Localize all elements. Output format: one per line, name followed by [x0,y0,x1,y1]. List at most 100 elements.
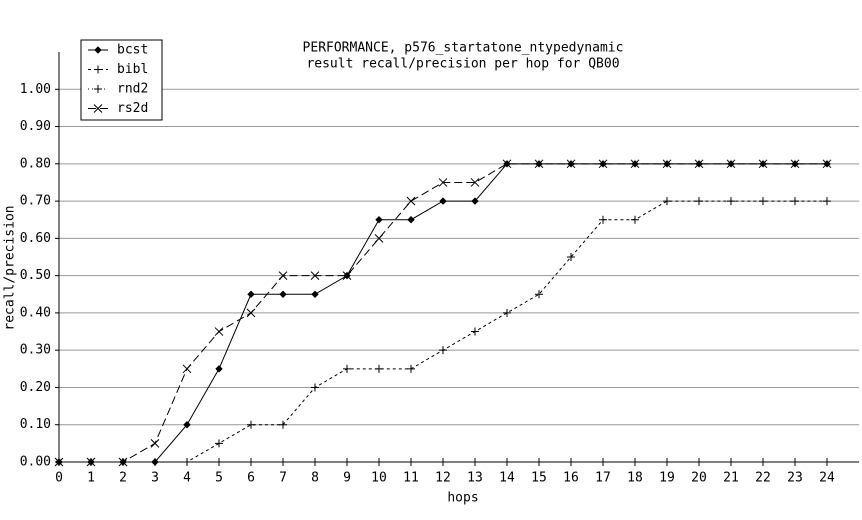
marker [93,104,103,113]
chart-title: PERFORMANCE, p576_startatone_ntypedynami… [303,41,624,56]
marker [54,457,64,467]
x-tick-label: 6 [247,471,255,486]
x-tick-label: 5 [215,471,223,486]
marker [471,458,479,466]
x-tick-label: 9 [343,471,351,486]
marker [407,216,415,224]
x-tick-label: 17 [595,471,611,486]
marker [535,458,543,466]
marker [215,365,223,373]
marker [311,458,319,466]
marker [695,458,703,466]
marker [375,458,383,466]
marker [183,421,191,429]
y-tick-label: 0.10 [20,417,51,432]
marker [535,290,543,299]
marker [823,458,831,466]
marker [727,458,735,466]
x-tick-label: 10 [371,471,387,486]
marker [118,457,128,467]
marker [279,458,287,466]
marker [375,364,383,373]
x-tick-label: 19 [659,471,675,486]
marker [503,308,511,317]
y-tick-label: 0.00 [20,455,51,470]
marker [631,458,639,466]
marker [247,290,255,298]
marker [311,290,319,298]
x-tick-label: 1 [87,471,95,486]
marker [822,159,832,169]
y-tick-label: 0.70 [20,194,51,209]
marker [279,290,287,298]
marker [182,364,192,374]
marker [791,458,799,466]
x-tick-label: 24 [819,471,835,486]
x-tick-label: 0 [55,471,63,486]
y-tick-label: 0.50 [20,268,51,283]
marker [758,159,768,169]
x-tick-label: 18 [627,471,643,486]
marker [471,197,479,205]
marker [374,234,384,243]
marker [503,458,511,466]
legend-label: bibl [117,62,148,77]
x-tick-label: 2 [119,471,127,486]
y-tick-label: 0.30 [20,343,51,358]
marker [183,458,191,466]
marker [534,159,544,169]
marker [630,159,640,169]
x-tick-label: 16 [563,471,579,486]
marker [406,196,416,206]
marker [247,458,255,466]
marker [662,159,672,169]
marker [567,253,575,261]
marker [86,457,96,467]
x-tick-label: 4 [183,471,191,486]
marker [471,327,479,336]
x-tick-label: 8 [311,471,319,486]
marker [502,159,512,169]
y-tick-label: 0.40 [20,305,51,320]
marker [663,458,671,466]
marker [343,458,351,466]
marker [790,159,800,169]
y-tick-label: 1.00 [20,82,51,97]
marker [310,271,320,280]
marker [94,65,102,74]
x-tick-label: 3 [151,471,159,486]
y-tick-label: 0.90 [20,119,51,134]
marker [375,216,383,224]
legend-label: bcst [117,43,148,58]
marker [439,346,447,355]
marker [694,159,704,169]
x-tick-label: 12 [435,471,451,486]
x-tick-label: 22 [755,471,771,486]
x-axis-label: hops [447,491,478,506]
legend-box [80,39,163,121]
marker [759,458,767,466]
marker [695,197,703,206]
marker [215,458,223,466]
x-tick-label: 7 [279,471,287,486]
marker [150,439,160,448]
marker [759,197,767,206]
marker [599,215,607,224]
marker [598,159,608,169]
y-tick-label: 0.60 [20,231,51,246]
marker [94,85,102,93]
marker [791,197,799,206]
chart-subtitle: result recall/precision per hop for QB00 [306,57,619,72]
marker [247,420,255,429]
y-tick-label: 0.80 [20,156,51,171]
marker [567,458,575,466]
x-tick-label: 11 [403,471,419,486]
x-tick-label: 21 [723,471,739,486]
marker [311,383,319,392]
marker [599,458,607,466]
marker [663,197,671,206]
marker [215,439,223,448]
marker [342,271,352,280]
marker [439,197,447,205]
